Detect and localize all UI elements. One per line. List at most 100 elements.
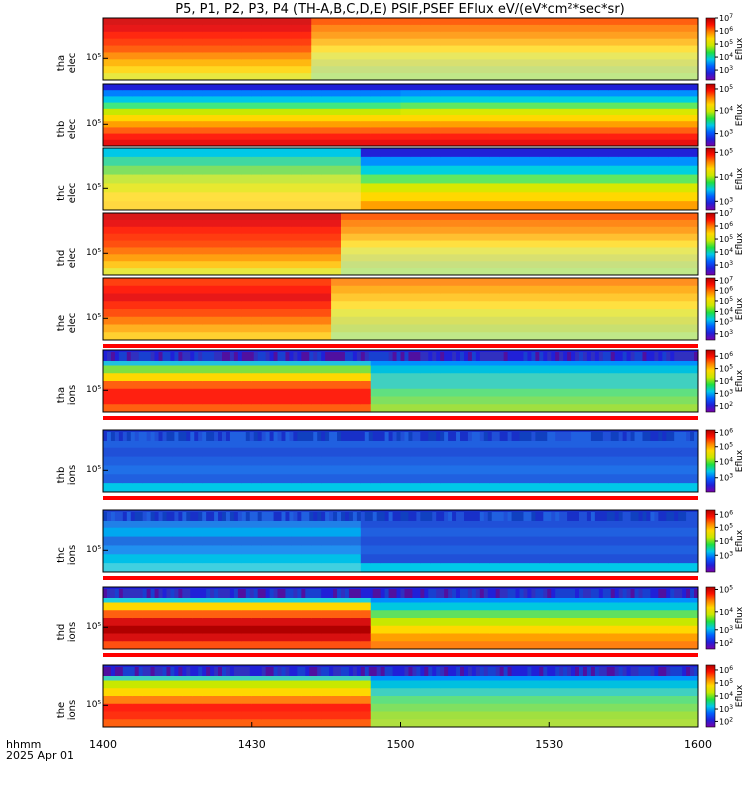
heatmap-cell bbox=[301, 518, 312, 529]
heatmap-cell bbox=[360, 594, 372, 604]
noise-cell bbox=[666, 512, 671, 521]
heatmap-cell bbox=[231, 254, 243, 262]
noise-cell bbox=[218, 512, 223, 521]
heatmap-cell bbox=[261, 518, 273, 529]
heatmap-cell bbox=[450, 52, 461, 60]
heatmap-cell bbox=[321, 618, 332, 627]
heatmap-cell bbox=[489, 309, 501, 318]
heatmap-cell bbox=[579, 31, 590, 40]
heatmap-cell bbox=[360, 127, 372, 135]
heatmap-cell bbox=[598, 483, 610, 492]
heatmap-cell bbox=[222, 278, 233, 287]
heatmap-cell bbox=[182, 45, 193, 54]
heatmap-cell bbox=[509, 213, 521, 221]
heatmap-cell bbox=[460, 156, 471, 167]
heatmap-cell bbox=[182, 213, 193, 221]
heatmap-cell bbox=[321, 602, 332, 611]
heatmap-cell bbox=[420, 456, 431, 467]
heatmap-cell bbox=[122, 447, 134, 458]
heatmap-cell bbox=[331, 45, 342, 54]
panel-probe-label: tha bbox=[56, 387, 67, 403]
heatmap-cell bbox=[420, 73, 431, 80]
heatmap-cell bbox=[400, 438, 412, 449]
heatmap-cell bbox=[588, 24, 600, 33]
heatmap-cell bbox=[539, 365, 550, 374]
heatmap-cell bbox=[241, 108, 253, 116]
heatmap-cell bbox=[559, 474, 570, 484]
heatmap-cell bbox=[350, 254, 362, 262]
heatmap-cell bbox=[122, 148, 134, 158]
heatmap-cell bbox=[420, 121, 431, 128]
heatmap-cell bbox=[301, 633, 312, 642]
heatmap-cell bbox=[638, 381, 650, 390]
noise-cell bbox=[134, 512, 140, 521]
heatmap-cell bbox=[122, 625, 134, 635]
heatmap-cell bbox=[271, 18, 283, 26]
heatmap-cell bbox=[628, 438, 640, 449]
heatmap-cell bbox=[469, 554, 481, 564]
heatmap-cell bbox=[658, 219, 669, 228]
heatmap-cell bbox=[489, 594, 501, 604]
heatmap-cell bbox=[469, 332, 481, 340]
heatmap-cell bbox=[529, 625, 540, 635]
heatmap-cell bbox=[678, 554, 689, 564]
heatmap-cell bbox=[231, 45, 243, 54]
heatmap-cell bbox=[539, 24, 550, 33]
heatmap-cell bbox=[618, 59, 630, 67]
heatmap-cell bbox=[380, 438, 392, 449]
heatmap-cell bbox=[241, 365, 253, 374]
heatmap-cell bbox=[311, 438, 322, 449]
noise-cell bbox=[178, 589, 183, 598]
heatmap-cell bbox=[469, 156, 481, 167]
heatmap-cell bbox=[658, 404, 669, 412]
heatmap-cell bbox=[569, 465, 580, 475]
heatmap-cell bbox=[499, 388, 511, 398]
heatmap-cell bbox=[202, 474, 213, 484]
heatmap-cell bbox=[390, 219, 402, 228]
heatmap-cell bbox=[202, 254, 213, 262]
heatmap-cell bbox=[479, 148, 491, 158]
heatmap-cell bbox=[598, 563, 610, 572]
noise-cell bbox=[257, 352, 263, 361]
heatmap-cell bbox=[440, 31, 451, 40]
heatmap-cell bbox=[212, 226, 223, 235]
heatmap-cell bbox=[331, 108, 342, 116]
heatmap-cell bbox=[668, 316, 679, 326]
heatmap-cell bbox=[420, 381, 431, 390]
heatmap-cell bbox=[271, 527, 283, 538]
noise-cell bbox=[309, 432, 314, 441]
heatmap-cell bbox=[360, 115, 372, 122]
heatmap-cell bbox=[281, 316, 293, 326]
heatmap-cell bbox=[569, 518, 580, 529]
heatmap-cell bbox=[301, 174, 312, 185]
heatmap-cell bbox=[460, 213, 471, 221]
heatmap-cell bbox=[390, 90, 402, 97]
heatmap-cell bbox=[390, 247, 402, 255]
heatmap-cell bbox=[132, 324, 144, 333]
heatmap-cell bbox=[311, 447, 322, 458]
heatmap-cell bbox=[341, 240, 352, 249]
noise-cell bbox=[118, 512, 124, 521]
heatmap-cell bbox=[549, 285, 560, 295]
panel-probe-label: thc bbox=[56, 547, 67, 563]
heatmap-cell bbox=[569, 240, 580, 249]
heatmap-cell bbox=[162, 301, 174, 310]
heatmap-cell bbox=[479, 156, 491, 167]
heatmap-cell bbox=[539, 332, 550, 340]
noise-cell bbox=[610, 432, 616, 441]
heatmap-cell bbox=[668, 18, 679, 26]
heatmap-cell bbox=[489, 90, 501, 97]
heatmap-cell bbox=[460, 59, 471, 67]
heatmap-cell bbox=[430, 518, 441, 529]
heatmap-cell bbox=[579, 278, 590, 287]
heatmap-cell bbox=[341, 518, 352, 529]
heatmap-cell bbox=[559, 127, 570, 135]
heatmap-cell bbox=[678, 133, 689, 141]
heatmap-cell bbox=[380, 18, 392, 26]
heatmap-cell bbox=[628, 133, 640, 141]
heatmap-cell bbox=[509, 536, 521, 547]
heatmap-cell bbox=[331, 133, 342, 141]
heatmap-cell bbox=[549, 324, 560, 333]
heatmap-cell bbox=[579, 293, 590, 302]
heatmap-cell bbox=[479, 18, 491, 26]
